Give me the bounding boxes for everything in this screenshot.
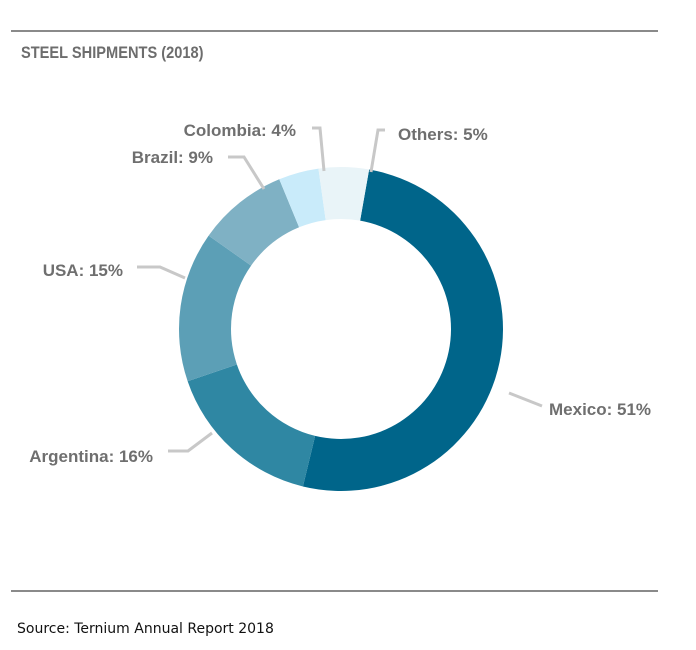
top-rule	[11, 30, 658, 32]
leader-line-brazil	[228, 155, 266, 190]
slice-argentina	[187, 364, 316, 487]
slice-brazil	[208, 179, 300, 266]
bottom-rule	[11, 590, 658, 592]
slice-usa	[179, 235, 252, 382]
slice-mexico	[302, 169, 503, 491]
slice-label-others: Others: 5%	[398, 125, 488, 144]
chart-title: STEEL SHIPMENTS (2018)	[21, 43, 204, 62]
leader-line-mexico	[508, 391, 543, 408]
slice-label-brazil: Brazil: 9%	[132, 148, 213, 167]
slice-label-colombia: Colombia: 4%	[184, 121, 296, 140]
slice-label-usa: USA: 15%	[43, 261, 123, 280]
leader-line-others	[369, 128, 385, 173]
slice-colombia	[279, 168, 326, 228]
slice-label-argentina: Argentina: 16%	[29, 447, 153, 466]
source-note: Source: Ternium Annual Report 2018	[17, 621, 274, 637]
leader-line-argentina	[168, 431, 213, 453]
slice-label-mexico: Mexico: 51%	[549, 400, 651, 419]
slice-others	[318, 167, 370, 221]
leader-line-usa	[137, 265, 186, 280]
leader-line-colombia	[312, 126, 326, 172]
